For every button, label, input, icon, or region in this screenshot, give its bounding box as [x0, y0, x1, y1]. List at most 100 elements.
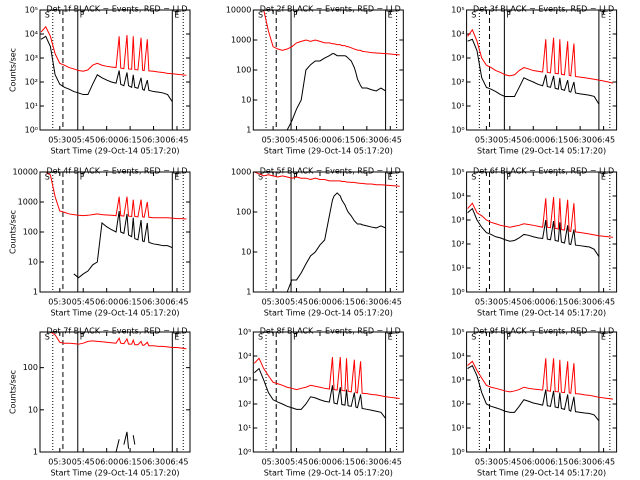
marker-label: E: [174, 333, 179, 342]
y-tick-label: 10⁴: [238, 352, 251, 361]
y-tick-label: 1: [33, 448, 38, 457]
marker-label: F: [506, 11, 511, 20]
chart-title: Det 3f BLACK = Events, RED = LLD: [473, 5, 614, 14]
x-tick-label: 06:30: [355, 458, 378, 467]
y-tick-label: 100: [23, 228, 38, 237]
data-line: [467, 358, 614, 400]
x-tick-label: 05:30: [262, 136, 285, 145]
y-tick-label: 1: [246, 288, 251, 297]
plot-frame: [466, 171, 618, 293]
y-tick-label: 100: [236, 208, 251, 217]
x-axis-label: Start Time (29-Oct-14 05:17:20): [477, 309, 606, 318]
y-tick-label: 10⁵: [451, 328, 464, 337]
y-tick-label: 10³: [25, 54, 38, 63]
x-tick-label: 06:15: [332, 458, 355, 467]
x-tick-label: 05:45: [498, 458, 521, 467]
y-tick-label: 10⁴: [451, 352, 464, 361]
x-tick-label: 06:00: [308, 298, 331, 307]
y-tick-label: 10⁰: [451, 126, 464, 135]
marker-label: S: [471, 11, 476, 20]
y-tick-label: 10¹: [238, 424, 251, 433]
x-tick-label: 06:00: [95, 458, 118, 467]
x-tick-label: 06:30: [142, 458, 165, 467]
y-tick-label: 1: [33, 288, 38, 297]
chart-title: Det 5f BLACK = Events, RED = LLD: [260, 167, 401, 176]
x-tick-label: 06:00: [522, 298, 545, 307]
y-axis-label: Counts/sec: [9, 48, 18, 92]
marker-label: E: [174, 11, 179, 20]
data-line: [467, 197, 614, 238]
y-tick-label: 1000: [231, 168, 251, 177]
x-tick-label: 06:30: [142, 136, 165, 145]
marker-label: S: [258, 11, 263, 20]
x-axis-label: Start Time (29-Oct-14 05:17:20): [50, 309, 179, 318]
x-tick-label: 06:45: [165, 298, 188, 307]
x-tick-label: 05:45: [498, 136, 521, 145]
chart-title: Det 4f BLACK = Events, RED = LLD: [46, 167, 187, 176]
y-tick-label: 10⁵: [451, 168, 464, 177]
marker-label: S: [471, 173, 476, 182]
y-tick-label: 10²: [451, 78, 464, 87]
data-line: [41, 332, 187, 350]
x-tick-label: 05:30: [48, 458, 71, 467]
y-tick-label: 10: [241, 248, 251, 257]
plot-frame: [252, 171, 404, 293]
x-tick-label: 05:45: [498, 298, 521, 307]
x-axis-label: Start Time (29-Oct-14 05:17:20): [50, 469, 179, 478]
y-tick-label: 10²: [451, 400, 464, 409]
x-tick-label: 05:45: [285, 298, 308, 307]
x-axis-label: Start Time (29-Oct-14 05:17:20): [264, 147, 393, 156]
y-tick-label: 10²: [451, 240, 464, 249]
y-tick-label: 10³: [451, 216, 464, 225]
x-tick-label: 05:30: [48, 298, 71, 307]
y-tick-label: 10: [28, 258, 38, 267]
data-line: [41, 172, 187, 220]
y-tick-label: 10⁰: [238, 448, 251, 457]
y-tick-label: 10³: [238, 376, 251, 385]
y-tick-label: 100: [236, 66, 251, 75]
marker-label: S: [258, 173, 263, 182]
panel: 1 10 100 1000 05:30 05:45 06:00 06:15 06:30 06:45…: [231, 167, 404, 318]
x-tick-label: 05:30: [475, 136, 498, 145]
y-tick-label: 10⁴: [25, 30, 38, 39]
marker-label: E: [601, 333, 606, 342]
x-tick-label: 06:00: [522, 136, 545, 145]
x-axis-label: Start Time (29-Oct-14 05:17:20): [264, 469, 393, 478]
y-axis-label: Counts/sec: [9, 370, 18, 414]
marker-label: S: [45, 173, 50, 182]
marker-label: S: [45, 11, 50, 20]
data-line: [40, 35, 173, 103]
data-line: [467, 28, 614, 84]
marker-label: E: [174, 173, 179, 182]
panel: 1 10 100 05:30 05:45 06:00 06:15 06:30 06:45 S F ED…: [9, 327, 191, 478]
data-line: [467, 38, 600, 105]
x-axis-label: Start Time (29-Oct-14 05:17:20): [477, 147, 606, 156]
chart-title: Det 9f BLACK = Events, RED = LLD: [473, 327, 614, 336]
x-tick-label: 05:45: [72, 136, 95, 145]
x-tick-label: 06:15: [545, 136, 568, 145]
x-tick-label: 06:30: [569, 458, 592, 467]
x-axis-label: Start Time (29-Oct-14 05:17:20): [50, 147, 179, 156]
marker-label: S: [258, 333, 263, 342]
x-tick-label: 06:15: [545, 298, 568, 307]
x-tick-label: 06:30: [355, 136, 378, 145]
data-line: [286, 53, 386, 130]
y-tick-label: 10⁰: [451, 288, 464, 297]
y-tick-label: 10⁴: [451, 30, 464, 39]
x-tick-label: 06:00: [95, 136, 118, 145]
panel: 1 10 100 1000 10000 05:30 05:45 06:00 06:15 06:30…: [9, 167, 191, 318]
y-tick-label: 10¹: [451, 264, 464, 273]
chart-title: Det 7f BLACK = Events, RED = LLD: [46, 327, 187, 336]
y-tick-label: 10⁰: [25, 126, 38, 135]
data-line: [253, 357, 400, 399]
x-tick-label: 06:15: [332, 298, 355, 307]
marker-label: E: [601, 173, 606, 182]
y-tick-label: 10: [241, 96, 251, 105]
marker-label: E: [601, 11, 606, 20]
y-tick-label: 1000: [231, 36, 251, 45]
